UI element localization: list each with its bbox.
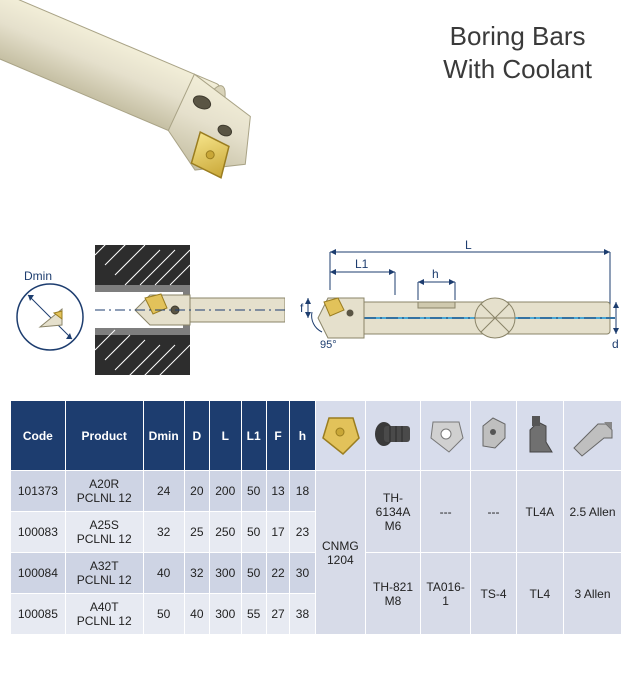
lever-top: TL4A (516, 471, 563, 553)
hero-region: Boring Bars With Coolant NL (0, 0, 632, 200)
col-l1: L1 (241, 401, 266, 471)
wrench-top: 2.5 Allen (564, 471, 622, 553)
svg-text:f: f (300, 301, 304, 315)
screw-top: TH-6134A M6 (366, 471, 421, 553)
shim-icon (420, 401, 471, 471)
svg-text:h: h (432, 267, 439, 281)
svg-text:95°: 95° (320, 339, 337, 351)
table-header-row: Code Product Dmin D L L1 F h (11, 401, 622, 471)
col-code: Code (11, 401, 66, 471)
insert-icon (315, 401, 366, 471)
technical-diagrams: Dmin L (0, 210, 632, 390)
shim-top: --- (420, 471, 471, 553)
screw-bot: TH-821 M8 (366, 553, 421, 635)
cross-section-diagram (95, 240, 285, 380)
clamp-top: --- (471, 471, 516, 553)
col-dmin: Dmin (143, 401, 184, 471)
svg-text:L1: L1 (355, 257, 369, 271)
side-view-diagram: L L1 h f 95° d (300, 240, 620, 380)
col-product: Product (65, 401, 143, 471)
spec-table: Code Product Dmin D L L1 F h (10, 400, 622, 635)
dmin-label: Dmin (24, 269, 52, 283)
wrench-icon (564, 401, 622, 471)
lever-bot: TL4 (516, 553, 563, 635)
shim-bot: TA016-1 (420, 553, 471, 635)
svg-text:L: L (465, 240, 472, 252)
wrench-bot: 3 Allen (564, 553, 622, 635)
col-f: F (266, 401, 290, 471)
col-d: D (184, 401, 209, 471)
svg-text:d: d (612, 337, 619, 351)
insert-cell: CNMG 1204 (315, 471, 366, 635)
col-l: L (209, 401, 241, 471)
clamp-bot: TS-4 (471, 553, 516, 635)
col-h: h (290, 401, 315, 471)
table-row: 101373 A20R PCLNL 12 24 20 200 50 13 18 … (11, 471, 622, 512)
clamp-icon (471, 401, 516, 471)
page-title: Boring Bars With Coolant (443, 20, 592, 85)
title-line-2: With Coolant (443, 54, 592, 84)
boring-bar-hero-image: NL (0, 0, 300, 210)
dmin-diagram: Dmin (10, 265, 90, 355)
title-line-1: Boring Bars (450, 21, 586, 51)
lever-icon (516, 401, 563, 471)
screw-icon (366, 401, 421, 471)
